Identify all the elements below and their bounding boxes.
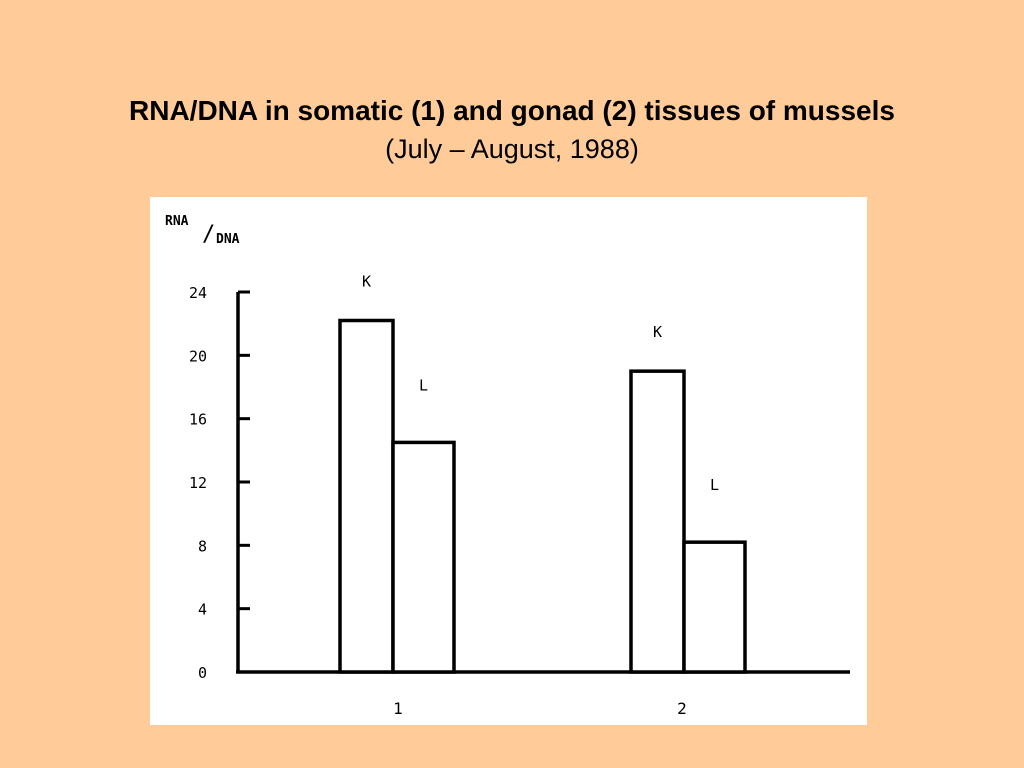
y-tick-label: 12 <box>189 474 207 492</box>
y-axis-label-denominator: DNA <box>216 232 240 247</box>
chart-bars: K L K L <box>338 273 747 674</box>
bar-label-k-1: K <box>362 273 371 291</box>
y-tick-label: 8 <box>198 537 207 555</box>
bar-k-1 <box>338 318 395 674</box>
y-axis-label-numerator: RNA <box>165 214 189 229</box>
y-tick-label: 20 <box>189 347 207 365</box>
x-tick-label: 2 <box>677 699 687 718</box>
slide-title: RNA/DNA in somatic (1) and gonad (2) tis… <box>0 92 1024 168</box>
y-axis-label-separator: / <box>202 222 215 247</box>
chart-title: RNA/DNA in somatic (1) and gonad (2) tis… <box>129 95 895 126</box>
bar-l-1 <box>391 440 456 674</box>
y-axis-ticks: 0 4 8 12 16 20 24 <box>189 284 250 682</box>
bar-label-k-2: K <box>653 323 662 341</box>
y-tick-label: 4 <box>198 601 207 619</box>
chart-axes <box>236 292 850 674</box>
y-tick-label: 0 <box>198 664 207 682</box>
y-tick-label: 16 <box>189 411 207 429</box>
bar-k-2 <box>629 369 686 674</box>
y-tick-label: 24 <box>189 284 207 302</box>
chart-subtitle: (July – August, 1988) <box>385 134 639 164</box>
bar-label-l-2: L <box>710 476 719 494</box>
bar-l-2 <box>682 540 747 674</box>
x-tick-label: 1 <box>393 699 403 718</box>
bar-label-l-1: L <box>419 376 428 394</box>
